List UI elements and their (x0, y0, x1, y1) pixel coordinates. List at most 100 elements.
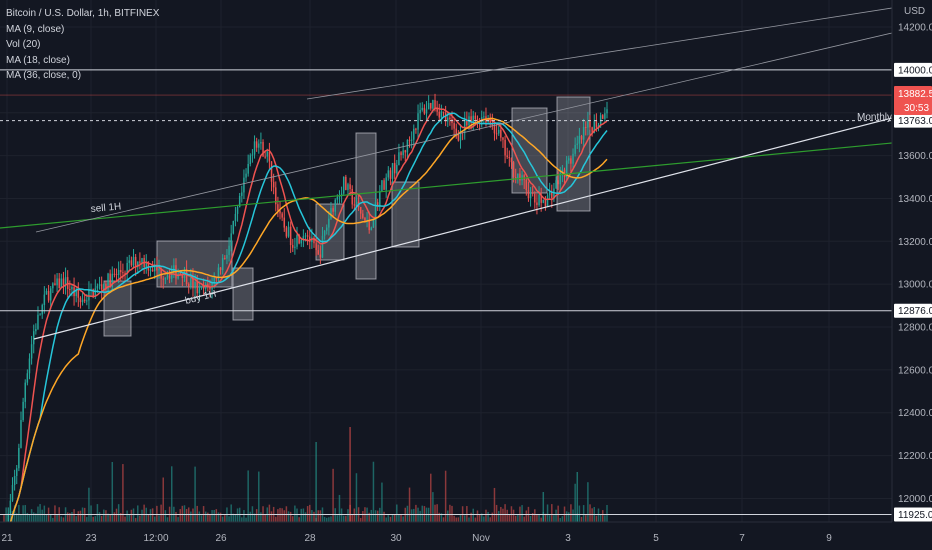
candle-body (415, 128, 417, 130)
candle-body (336, 197, 339, 200)
candle-body (170, 272, 173, 279)
volume-bar (94, 516, 97, 522)
indicator-ma36[interactable]: MA (36, close, 0) (6, 70, 82, 81)
volume-bar (166, 517, 169, 522)
candle-body (132, 256, 135, 266)
volume-bar (211, 510, 213, 522)
candle-body (544, 199, 547, 207)
volume-bar (13, 505, 16, 522)
volume-bar (385, 517, 387, 522)
candle-body (289, 226, 292, 246)
time-axis[interactable]: 21 23 12:00 26 28 30 Nov 3 5 7 9 (0, 521, 932, 550)
volume-bar (546, 504, 549, 522)
candle-body (410, 139, 413, 141)
time-tick-label: 30 (390, 533, 402, 544)
volume-bar (421, 505, 424, 522)
volume-bar (39, 504, 41, 522)
volume-bar (177, 517, 179, 522)
indicator-ma18[interactable]: MA (18, close) (6, 54, 70, 66)
candle-body (13, 475, 16, 485)
candle-body (317, 250, 319, 255)
volume-bar (217, 512, 220, 522)
volume-bar (544, 513, 547, 522)
volume-bar (474, 517, 477, 522)
candle-body (438, 111, 441, 118)
volume-bar (156, 505, 158, 522)
volume-bar (241, 517, 243, 522)
candle-body (466, 121, 468, 126)
candle-body (585, 126, 587, 128)
price-tick-label: 12000.0 (898, 494, 932, 505)
volume-bar (3, 515, 5, 522)
candle-body (264, 156, 266, 158)
volume-bar (319, 510, 322, 522)
volume-bar (287, 511, 290, 522)
candle-body (304, 235, 307, 237)
candle-body (207, 283, 209, 287)
volume-bar (137, 505, 139, 522)
candle-body (557, 180, 559, 185)
outer-channel-line (306, 7, 893, 100)
candle-body (463, 121, 466, 132)
volume-bar (525, 510, 528, 522)
candle-body (100, 284, 103, 290)
candle-body (26, 373, 29, 383)
volume-bar (466, 506, 468, 522)
volume-bar (236, 508, 239, 522)
volume-bar (438, 512, 441, 522)
volume-bar (298, 517, 300, 522)
indicator-vol[interactable]: Vol (20) (6, 39, 41, 50)
candle-body (221, 258, 224, 271)
indicator-ma9[interactable]: MA (9, close) (6, 23, 65, 35)
candle-body (495, 133, 498, 135)
level-tag-text: 14000.0 (898, 65, 932, 76)
candle-body (442, 111, 445, 113)
volume-spike (542, 492, 545, 522)
candle-body (164, 277, 167, 280)
candle-body (393, 163, 396, 174)
volume-bar (493, 487, 496, 522)
level-tag (894, 507, 932, 522)
candle-body (245, 173, 247, 178)
time-tick-label: 7 (739, 533, 745, 544)
candle-body (192, 276, 194, 289)
volume-bar (260, 512, 262, 522)
candle-body (595, 121, 598, 128)
volume-bar (296, 508, 298, 522)
volume-bar (75, 516, 77, 522)
volume-bar (66, 512, 69, 522)
candle-body (381, 180, 383, 192)
time-tick-label: 21 (1, 533, 13, 544)
candle-body (351, 188, 353, 205)
volume-bar (88, 487, 90, 522)
candle-body (149, 269, 152, 271)
candle-body (190, 276, 192, 287)
candle-body (476, 119, 479, 121)
price-axis[interactable]: USD14200.014000.013800.013600.013400.013… (891, 0, 932, 550)
volume-bar (480, 513, 483, 522)
volume-bar (304, 512, 307, 522)
volume-bar (115, 508, 118, 522)
candle-body (523, 175, 525, 180)
candle-body (389, 170, 392, 179)
symbol-title[interactable]: Bitcoin / U.S. Dollar, 1h, BITFINEX (6, 8, 160, 19)
volume-bar (504, 504, 506, 522)
time-tick-label: 26 (215, 533, 227, 544)
candle-body (9, 500, 12, 514)
candle-body (355, 201, 358, 205)
volume-bar (122, 464, 124, 522)
candle-body (11, 484, 14, 501)
candle-body (283, 217, 286, 228)
volume-bar (270, 511, 273, 522)
candle-body (455, 128, 457, 135)
volume-bar (332, 468, 334, 522)
volume-bar (292, 516, 294, 522)
volume-bar (20, 514, 22, 522)
candle-body (540, 194, 542, 203)
volume-bar (389, 516, 392, 522)
volume-bar (18, 504, 20, 522)
volume-bar (190, 511, 192, 522)
candle-body (576, 143, 579, 145)
candle-body (198, 287, 201, 294)
